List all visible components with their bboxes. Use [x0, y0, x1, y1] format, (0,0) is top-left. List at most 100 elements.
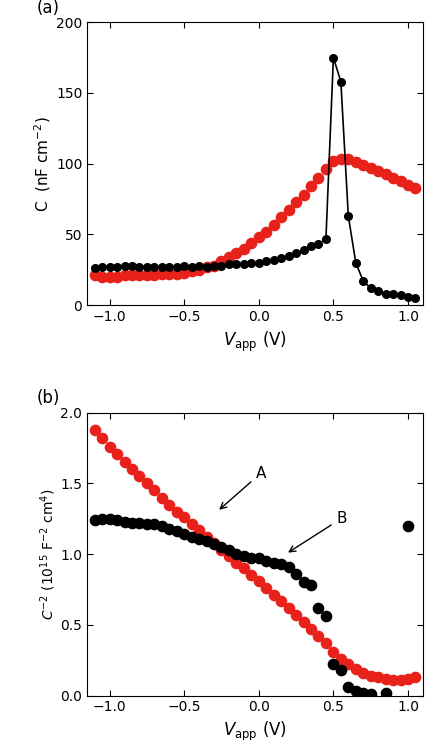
Point — [307, 623, 314, 635]
Point — [382, 673, 389, 684]
Point — [375, 671, 382, 683]
Point — [143, 269, 150, 281]
Point — [255, 553, 262, 565]
Point — [405, 520, 412, 532]
Point — [367, 162, 374, 174]
Point — [233, 556, 240, 568]
Point — [225, 251, 232, 263]
Point — [203, 536, 210, 548]
Point — [367, 688, 374, 700]
Point — [352, 156, 359, 168]
Point — [375, 165, 382, 177]
Point — [352, 663, 359, 675]
Point — [99, 432, 106, 444]
Point — [255, 232, 262, 243]
Point — [196, 533, 203, 545]
Point — [337, 153, 344, 165]
Point — [158, 520, 165, 532]
Point — [248, 553, 255, 565]
Point — [293, 609, 300, 621]
Point — [278, 212, 285, 223]
Point — [360, 667, 367, 679]
Point — [390, 172, 397, 184]
Point — [196, 264, 203, 276]
Point — [293, 196, 300, 208]
Point — [203, 531, 210, 543]
Point — [151, 519, 158, 531]
Point — [337, 665, 344, 676]
Point — [106, 513, 113, 525]
Point — [121, 457, 128, 468]
Point — [173, 525, 180, 537]
Point — [181, 511, 187, 523]
Point — [225, 544, 232, 556]
Point — [188, 531, 195, 543]
Point — [248, 570, 255, 582]
Point — [345, 153, 352, 165]
X-axis label: $V_\mathrm{app}$ (V): $V_\mathrm{app}$ (V) — [223, 329, 287, 354]
Point — [255, 575, 262, 587]
Point — [211, 537, 218, 549]
X-axis label: $V_\mathrm{app}$ (V): $V_\mathrm{app}$ (V) — [223, 720, 287, 740]
Point — [352, 685, 359, 697]
Point — [240, 243, 247, 255]
Point — [263, 226, 270, 238]
Point — [307, 181, 314, 192]
Y-axis label: $C^{-2}$ (10$^{15}$ F$^{-2}$ cm$^{4}$): $C^{-2}$ (10$^{15}$ F$^{-2}$ cm$^{4}$) — [38, 488, 58, 620]
Point — [99, 271, 106, 283]
Point — [240, 550, 247, 562]
Point — [285, 602, 292, 613]
Point — [218, 544, 225, 556]
Point — [315, 602, 322, 613]
Point — [166, 522, 173, 534]
Point — [129, 517, 136, 529]
Point — [315, 172, 322, 184]
Point — [367, 670, 374, 682]
Point — [166, 268, 173, 280]
Point — [405, 179, 412, 191]
Point — [196, 524, 203, 536]
Point — [405, 673, 412, 684]
Point — [323, 637, 330, 649]
Point — [285, 204, 292, 216]
Point — [263, 582, 270, 594]
Point — [390, 674, 397, 686]
Point — [278, 595, 285, 607]
Point — [158, 268, 165, 280]
Point — [188, 519, 195, 531]
Point — [300, 576, 307, 588]
Point — [113, 448, 120, 460]
Point — [136, 269, 143, 281]
Point — [315, 630, 322, 642]
Point — [91, 514, 98, 526]
Point — [330, 155, 337, 166]
Point — [270, 589, 277, 601]
Point — [188, 265, 195, 277]
Point — [136, 517, 143, 529]
Point — [240, 562, 247, 574]
Point — [270, 556, 277, 568]
Point — [143, 519, 150, 531]
Point — [360, 687, 367, 699]
Point — [129, 463, 136, 475]
Point — [382, 687, 389, 699]
Point — [113, 271, 120, 283]
Y-axis label: C  (nF cm$^{-2}$): C (nF cm$^{-2}$) — [33, 115, 53, 212]
Point — [323, 164, 330, 175]
Point — [106, 271, 113, 283]
Point — [233, 548, 240, 560]
Point — [345, 659, 352, 670]
Point — [337, 653, 344, 665]
Text: (a): (a) — [37, 0, 60, 16]
Point — [121, 269, 128, 281]
Point — [129, 269, 136, 281]
Point — [151, 269, 158, 281]
Point — [173, 268, 180, 280]
Point — [158, 491, 165, 503]
Point — [270, 218, 277, 230]
Point — [307, 579, 314, 591]
Text: B: B — [290, 511, 347, 552]
Point — [166, 499, 173, 511]
Point — [225, 550, 232, 562]
Point — [211, 260, 218, 272]
